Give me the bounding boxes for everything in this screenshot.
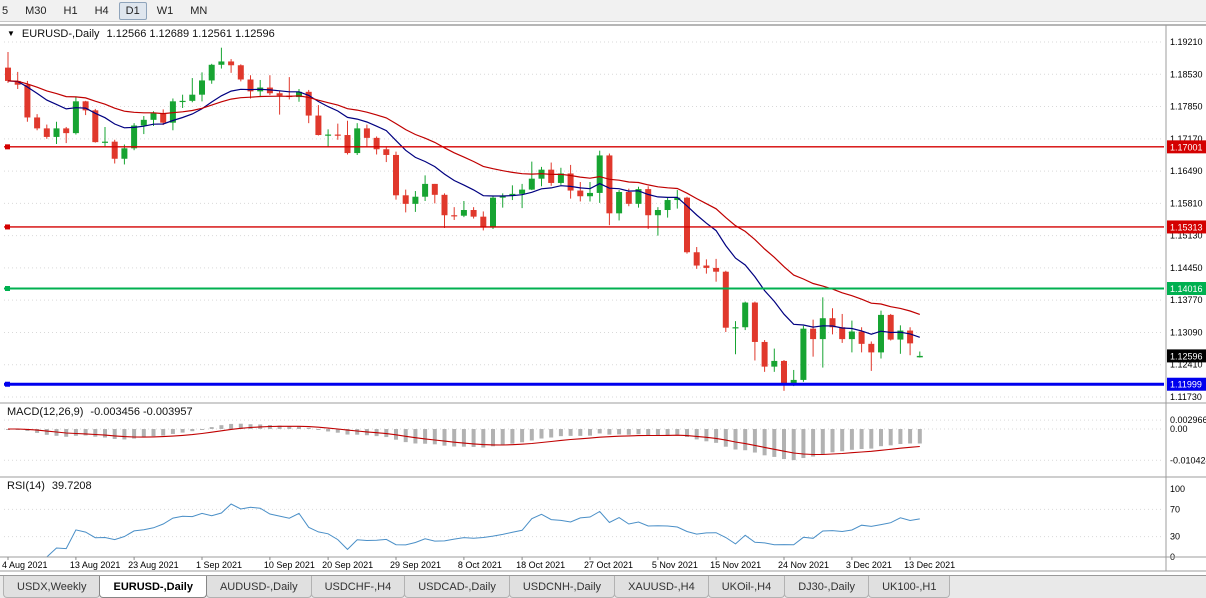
timeframe-toolbar: 5 M30 H1 H4 D1 W1 MN: [0, 0, 1206, 22]
date-axis-label: 10 Sep 2021: [264, 560, 315, 570]
current-price-tag: [1167, 349, 1206, 363]
timeframe-5[interactable]: 5: [2, 4, 9, 17]
price-axis-label: 1.18530: [1170, 69, 1203, 79]
macd-axis-label: -0.010424: [1170, 455, 1206, 465]
tab-usdx-weekly[interactable]: USDX,Weekly: [3, 576, 101, 598]
ma-slow-line: [7, 80, 920, 315]
tab-uk100-h1[interactable]: UK100-,H1: [868, 576, 951, 598]
macd-axis-label: 0.00: [1170, 424, 1188, 434]
tab-eurusd-daily[interactable]: EURUSD-,Daily: [99, 576, 207, 598]
support-line-blue-handle[interactable]: [5, 381, 10, 387]
timeframe-w1[interactable]: W1: [156, 4, 174, 17]
timeframe-h4[interactable]: H4: [94, 4, 109, 17]
price-axis-label: 1.12410: [1170, 360, 1203, 370]
price-axis-label: 1.13090: [1170, 327, 1203, 337]
price-axis-label: 1.13770: [1170, 295, 1203, 305]
resistance-line-mid-price-tag: [1167, 220, 1206, 234]
resistance-line-mid-handle[interactable]: [5, 224, 10, 230]
resistance-line-upper-handle[interactable]: [5, 144, 10, 150]
panel-borders: [0, 24, 1206, 572]
support-line-green-handle[interactable]: [5, 286, 10, 292]
macd-signal-line: [8, 425, 920, 456]
price-axis-label: 1.15810: [1170, 198, 1203, 208]
date-axis-label: 8 Oct 2021: [458, 560, 502, 570]
current-price-tag-text: 1.12596: [1170, 351, 1203, 361]
price-axis-label: 1.15130: [1170, 231, 1203, 241]
resistance-line-upper-price-tag-text: 1.17001: [1170, 142, 1203, 152]
price-axis-label: 1.11730: [1170, 392, 1202, 402]
macd-axis-label: 0.002966: [1170, 415, 1206, 425]
date-axis-label: 1 Sep 2021: [196, 560, 242, 570]
timeframe-d1[interactable]: D1: [118, 1, 147, 20]
chart-area[interactable]: 1.19210 1.18530 1.17850 1.17170 1.16490 1.158…: [0, 22, 1206, 575]
date-axis-label: 23 Aug 2021: [128, 560, 179, 570]
date-axis-label: 13 Aug 2021: [70, 560, 121, 570]
date-axis-label: 4 Aug 2021: [2, 560, 48, 570]
date-axis-label: 24 Nov 2021: [778, 560, 829, 570]
chart-background: [0, 22, 1206, 575]
price-tags-layer: [1167, 140, 1206, 391]
macd-panel: [4, 419, 1164, 461]
resistance-line-upper-price-tag: [1167, 140, 1206, 154]
timeframe-h1[interactable]: H1: [63, 4, 78, 17]
timeframe-m30[interactable]: M30: [25, 4, 47, 17]
rsi-panel: [4, 503, 1164, 558]
timeframe-mn[interactable]: MN: [190, 4, 208, 17]
tab-audusd-daily[interactable]: AUDUSD-,Daily: [205, 576, 312, 598]
date-axis-label: 29 Sep 2021: [390, 560, 441, 570]
price-chart-canvas[interactable]: 1.19210 1.18530 1.17850 1.17170 1.16490 1.158…: [0, 22, 1206, 575]
tab-ukoil-h4[interactable]: UKOil-,H4: [707, 576, 786, 598]
rsi-axis-label: 30: [1170, 532, 1180, 542]
price-axis-label: 1.14450: [1170, 263, 1203, 273]
price-axis-label: 1.17170: [1170, 134, 1203, 144]
rsi-line: [17, 503, 920, 558]
resistance-line-mid-price-tag-text: 1.15313: [1170, 222, 1203, 232]
date-axis: [7, 557, 911, 560]
price-axis-label: 1.16490: [1170, 166, 1203, 176]
tab-usdcnh-daily[interactable]: USDCNH-,Daily: [508, 576, 616, 598]
price-axis-label: 1.19210: [1170, 37, 1203, 47]
support-line-blue-price-tag: [1167, 377, 1206, 391]
date-axis-label: 13 Dec 2021: [904, 560, 955, 570]
date-axis-label: 5 Nov 2021: [652, 560, 698, 570]
date-axis-label: 20 Sep 2021: [322, 560, 373, 570]
support-line-green-price-tag-text: 1.14016: [1170, 284, 1203, 294]
price-axis-label: 1.17850: [1170, 102, 1203, 112]
price-grid-layer: [4, 41, 1164, 398]
support-line-green-price-tag: [1167, 282, 1206, 296]
date-axis-label: 15 Nov 2021: [710, 560, 761, 570]
rsi-axis-label: 100: [1170, 484, 1185, 494]
rsi-axis-label: 70: [1170, 504, 1180, 514]
candlestick-series[interactable]: [5, 47, 923, 391]
chart-tabs-bar: USDX,Weekly EURUSD-,Daily AUDUSD-,Daily USD…: [0, 575, 1206, 598]
support-line-blue-price-tag-text: 1.11999: [1170, 380, 1202, 390]
date-axis-label: 18 Oct 2021: [516, 560, 565, 570]
horizontal-lines-layer[interactable]: [4, 144, 1164, 387]
date-axis-label: 3 Dec 2021: [846, 560, 892, 570]
tab-usdchf-h4[interactable]: USDCHF-,H4: [310, 576, 406, 598]
tab-xauusd-h4[interactable]: XAUUSD-,H4: [614, 576, 709, 598]
ma-fast-line: [7, 80, 920, 338]
tab-usdcad-daily[interactable]: USDCAD-,Daily: [404, 576, 510, 598]
date-axis-label: 27 Oct 2021: [584, 560, 633, 570]
tab-dj30-daily[interactable]: DJ30-,Daily: [784, 576, 870, 598]
